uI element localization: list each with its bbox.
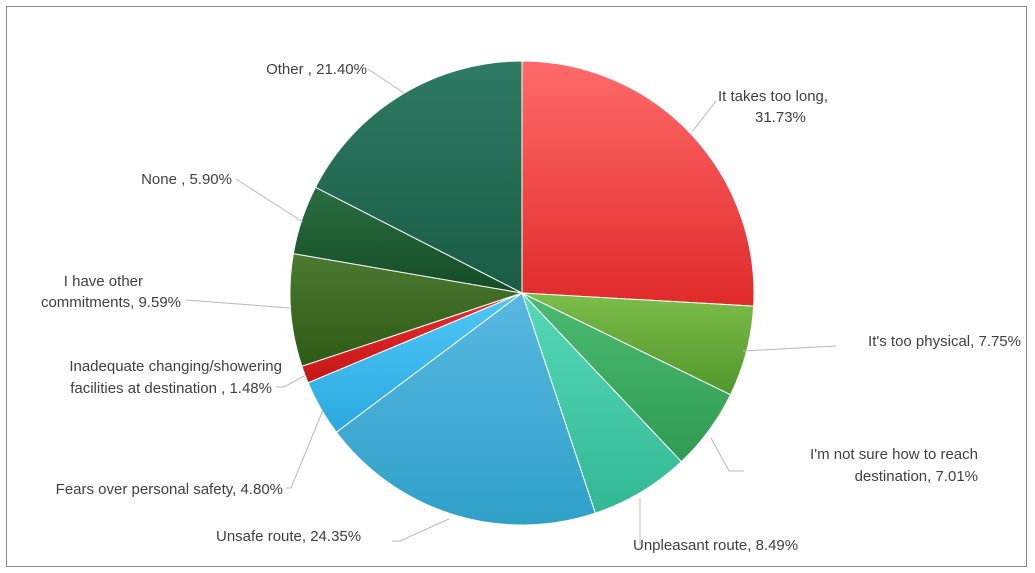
leader-line-3 xyxy=(710,437,744,472)
slice-label-3-line-1: I'm not sure how to reach xyxy=(810,446,978,463)
slice-label-9-line-1: None , 5.90% xyxy=(141,171,232,188)
slice-label-1-line-1: It takes too long, xyxy=(718,88,828,105)
leader-line-10 xyxy=(367,68,405,94)
leader-line-7 xyxy=(276,375,305,388)
slice-label-4-line-1: Unpleasant route, 8.49% xyxy=(633,537,798,554)
slice-label-3-line-2: destination, 7.01% xyxy=(855,468,978,485)
leader-line-8 xyxy=(185,299,291,309)
leader-line-5 xyxy=(392,518,450,542)
slice-label-8-line-2: commitments, 9.59% xyxy=(41,294,181,311)
slice-label-6-line-1: Fears over personal safety, 4.80% xyxy=(56,481,283,498)
slice-label-1-line-2: 31.73% xyxy=(755,109,806,126)
leader-line-9 xyxy=(235,178,304,223)
leader-lines xyxy=(185,68,837,545)
pie-slice-5 xyxy=(335,292,596,526)
pie-slices xyxy=(289,60,755,526)
slice-label-7-line-2: facilities at destination , 1.48% xyxy=(70,380,272,397)
slice-labels: It takes too long, 31.73% It's too physica… xyxy=(41,61,1021,554)
pie-slice-10 xyxy=(314,60,523,294)
pie-slice-8 xyxy=(289,253,523,367)
slice-label-10-line-1: Other , 21.40% xyxy=(266,61,367,78)
slice-label-2-line-1: It's too physical, 7.75% xyxy=(868,333,1021,350)
slice-label-7-line-1: Inadequate changing/showering xyxy=(69,358,282,375)
leader-line-2 xyxy=(742,345,837,352)
leader-line-1 xyxy=(691,100,717,133)
leader-line-6 xyxy=(286,409,324,489)
slice-label-8-line-1: I have other xyxy=(64,273,143,290)
slice-label-5-line-1: Unsafe route, 24.35% xyxy=(216,528,361,545)
pie-slice-1 xyxy=(521,60,755,307)
